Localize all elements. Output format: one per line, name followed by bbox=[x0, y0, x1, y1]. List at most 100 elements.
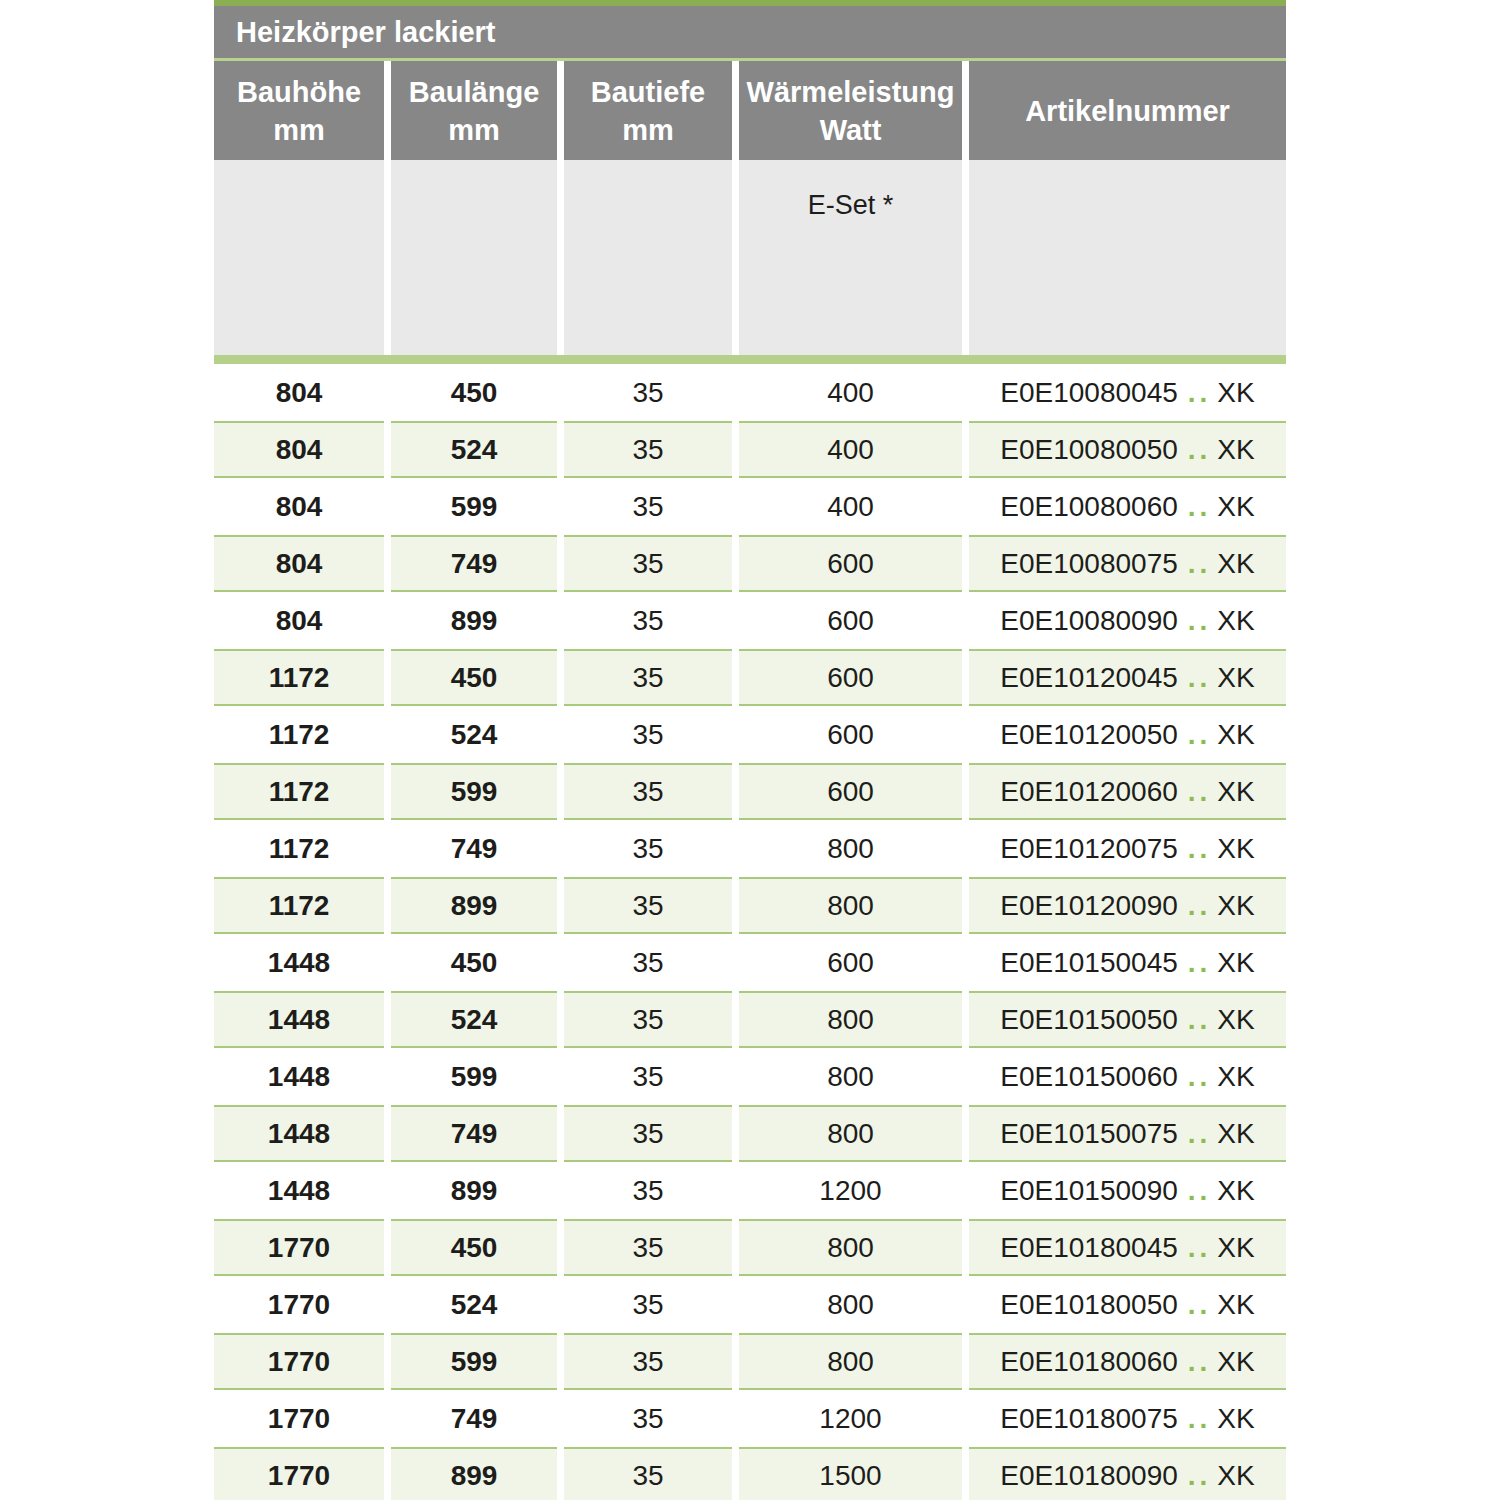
cell-artikelnummer: E0E10080050..XK bbox=[969, 421, 1286, 478]
table-row: 144874935800E0E10150075..XK bbox=[214, 1105, 1286, 1162]
cell-artikelnummer: E0E10080045..XK bbox=[969, 364, 1286, 421]
artikel-suffix: XK bbox=[1217, 890, 1254, 922]
cell-bautiefe: 35 bbox=[564, 934, 732, 991]
cell-artikelnummer: E0E10120090..XK bbox=[969, 877, 1286, 934]
cell-baulaenge: 524 bbox=[391, 1276, 557, 1333]
cell-baulaenge: 899 bbox=[391, 592, 557, 649]
artikel-suffix: XK bbox=[1217, 1289, 1254, 1321]
cell-waermeleistung: 800 bbox=[739, 1276, 962, 1333]
column-header-unit: Watt bbox=[820, 111, 882, 149]
artikel-placeholder-dots: .. bbox=[1188, 491, 1212, 523]
column-header-label: Artikelnummer bbox=[1025, 92, 1230, 130]
artikel-placeholder-dots: .. bbox=[1188, 1232, 1212, 1264]
artikel-code: E0E10150060 bbox=[1000, 1061, 1178, 1093]
cell-bauhoehe: 1448 bbox=[214, 934, 384, 991]
artikel-placeholder-dots: .. bbox=[1188, 719, 1212, 751]
cell-baulaenge: 450 bbox=[391, 649, 557, 706]
table-row: 117289935800E0E10120090..XK bbox=[214, 877, 1286, 934]
artikel-code: E0E10180075 bbox=[1000, 1403, 1178, 1435]
cell-bautiefe: 35 bbox=[564, 706, 732, 763]
cell-bauhoehe: 1770 bbox=[214, 1447, 384, 1500]
artikel-suffix: XK bbox=[1217, 1004, 1254, 1036]
column-header-unit: mm bbox=[273, 111, 325, 149]
cell-bautiefe: 35 bbox=[564, 592, 732, 649]
artikel-suffix: XK bbox=[1217, 719, 1254, 751]
artikel-suffix: XK bbox=[1217, 434, 1254, 466]
cell-bautiefe: 35 bbox=[564, 1390, 732, 1447]
cell-bauhoehe: 1172 bbox=[214, 877, 384, 934]
cell-bautiefe: 35 bbox=[564, 1162, 732, 1219]
artikel-code: E0E10080060 bbox=[1000, 491, 1178, 523]
column-header-bauhoehe: Bauhöhemm bbox=[214, 61, 384, 160]
cell-bautiefe: 35 bbox=[564, 1105, 732, 1162]
cell-waermeleistung: 600 bbox=[739, 706, 962, 763]
artikel-code: E0E10120045 bbox=[1000, 662, 1178, 694]
column-header-label: Wärmeleistung bbox=[747, 73, 955, 111]
artikel-code: E0E10120090 bbox=[1000, 890, 1178, 922]
cell-bauhoehe: 1172 bbox=[214, 649, 384, 706]
cell-bauhoehe: 1172 bbox=[214, 706, 384, 763]
cell-artikelnummer: E0E10150050..XK bbox=[969, 991, 1286, 1048]
cell-baulaenge: 524 bbox=[391, 706, 557, 763]
cell-baulaenge: 450 bbox=[391, 364, 557, 421]
cell-baulaenge: 599 bbox=[391, 1048, 557, 1105]
table-row: 1770899351500E0E10180090..XK bbox=[214, 1447, 1286, 1500]
cell-bauhoehe: 804 bbox=[214, 478, 384, 535]
cell-waermeleistung: 400 bbox=[739, 478, 962, 535]
cell-bautiefe: 35 bbox=[564, 1447, 732, 1500]
cell-artikelnummer: E0E10150060..XK bbox=[969, 1048, 1286, 1105]
cell-baulaenge: 899 bbox=[391, 1447, 557, 1500]
table-row: 117259935600E0E10120060..XK bbox=[214, 763, 1286, 820]
artikel-placeholder-dots: .. bbox=[1188, 1346, 1212, 1378]
artikel-suffix: XK bbox=[1217, 377, 1254, 409]
cell-baulaenge: 599 bbox=[391, 478, 557, 535]
cell-artikelnummer: E0E10080060..XK bbox=[969, 478, 1286, 535]
artikel-code: E0E10080050 bbox=[1000, 434, 1178, 466]
cell-baulaenge: 450 bbox=[391, 1219, 557, 1276]
artikel-code: E0E10120060 bbox=[1000, 776, 1178, 808]
cell-waermeleistung: 800 bbox=[739, 991, 962, 1048]
cell-bauhoehe: 1448 bbox=[214, 991, 384, 1048]
cell-waermeleistung: 400 bbox=[739, 364, 962, 421]
artikel-suffix: XK bbox=[1217, 1232, 1254, 1264]
cell-bautiefe: 35 bbox=[564, 364, 732, 421]
cell-bauhoehe: 1448 bbox=[214, 1105, 384, 1162]
artikel-placeholder-dots: .. bbox=[1188, 605, 1212, 637]
artikel-placeholder-dots: .. bbox=[1188, 1460, 1212, 1492]
cell-waermeleistung: 800 bbox=[739, 877, 962, 934]
cell-baulaenge: 899 bbox=[391, 1162, 557, 1219]
header-separator-bar bbox=[214, 355, 1286, 364]
cell-waermeleistung: 1200 bbox=[739, 1162, 962, 1219]
cell-bauhoehe: 1770 bbox=[214, 1219, 384, 1276]
cell-baulaenge: 749 bbox=[391, 1105, 557, 1162]
cell-baulaenge: 450 bbox=[391, 934, 557, 991]
cell-bautiefe: 35 bbox=[564, 535, 732, 592]
column-header-label: Bauhöhe bbox=[237, 73, 361, 111]
cell-artikelnummer: E0E10080075..XK bbox=[969, 535, 1286, 592]
column-header-baulaenge: Baulängemm bbox=[391, 61, 557, 160]
column-header-unit: mm bbox=[622, 111, 674, 149]
cell-bautiefe: 35 bbox=[564, 1219, 732, 1276]
artikel-suffix: XK bbox=[1217, 491, 1254, 523]
cell-artikelnummer: E0E10080090..XK bbox=[969, 592, 1286, 649]
cell-waermeleistung: 600 bbox=[739, 592, 962, 649]
artikel-code: E0E10150045 bbox=[1000, 947, 1178, 979]
cell-waermeleistung: 600 bbox=[739, 763, 962, 820]
artikel-suffix: XK bbox=[1217, 1118, 1254, 1150]
artikel-code: E0E10150050 bbox=[1000, 1004, 1178, 1036]
artikel-suffix: XK bbox=[1217, 776, 1254, 808]
table-row: 80445035400E0E10080045..XK bbox=[214, 364, 1286, 421]
cell-waermeleistung: 800 bbox=[739, 1048, 962, 1105]
table-row: 144859935800E0E10150060..XK bbox=[214, 1048, 1286, 1105]
artikel-code: E0E10150090 bbox=[1000, 1175, 1178, 1207]
cell-artikelnummer: E0E10180050..XK bbox=[969, 1276, 1286, 1333]
table-row: 177059935800E0E10180060..XK bbox=[214, 1333, 1286, 1390]
artikel-placeholder-dots: .. bbox=[1188, 1403, 1212, 1435]
cell-bautiefe: 35 bbox=[564, 820, 732, 877]
cell-bautiefe: 35 bbox=[564, 649, 732, 706]
cell-bautiefe: 35 bbox=[564, 763, 732, 820]
subheader-cell-baulaenge bbox=[391, 160, 557, 355]
radiator-spec-table: Heizkörper lackiert BauhöhemmBaulängemmB… bbox=[214, 0, 1286, 1500]
artikel-placeholder-dots: .. bbox=[1188, 377, 1212, 409]
table-row: 177045035800E0E10180045..XK bbox=[214, 1219, 1286, 1276]
